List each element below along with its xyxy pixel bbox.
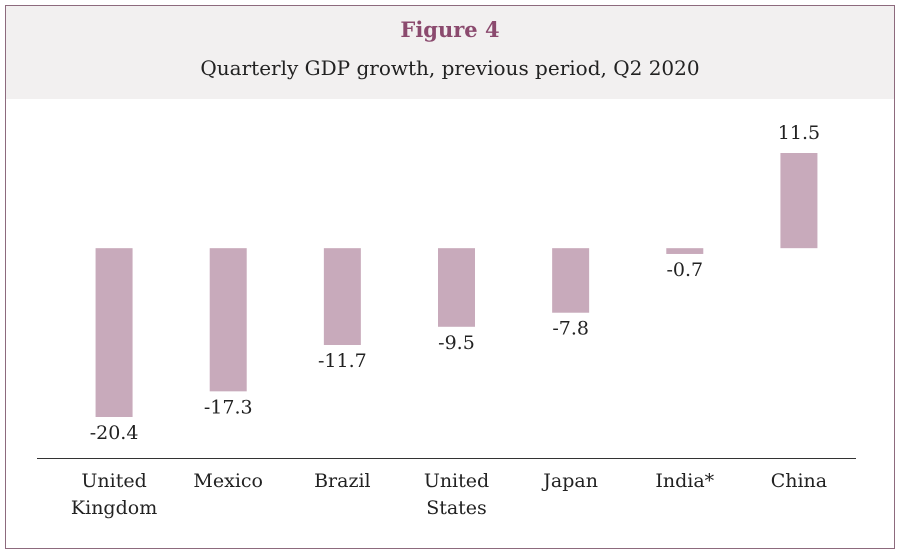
x-tick-label-line: Kingdom [71,497,157,519]
value-label: -20.4 [90,422,139,444]
x-tick-label: Mexico [193,470,263,492]
bar [666,248,704,254]
x-tick-label: United Kingdom [71,470,157,519]
x-tick-label-line: States [426,497,487,519]
x-tick-label: China [771,470,827,492]
x-tick-label-line: United [424,470,489,492]
bar [552,248,590,313]
bar [95,248,133,417]
bar [323,248,361,345]
value-label: -11.7 [318,350,367,372]
header [6,6,894,99]
chart-subtitle: Quarterly GDP growth, previous period, Q… [200,56,699,80]
value-label: -9.5 [438,332,475,354]
value-label: -17.3 [204,396,253,418]
chart-title: Figure 4 [400,17,499,42]
x-tick-label: Brazil [314,470,371,492]
x-tick-label-line: United [81,470,146,492]
x-tick-label: Japan [541,470,598,492]
bar [209,248,247,392]
value-label: 11.5 [778,122,820,144]
value-label: -0.7 [666,259,703,281]
value-label: -7.8 [552,318,589,340]
x-tick-label: United States [424,470,489,519]
bar [438,248,475,327]
bar [780,153,818,249]
x-tick-label: India* [655,470,714,492]
